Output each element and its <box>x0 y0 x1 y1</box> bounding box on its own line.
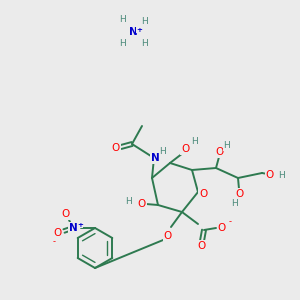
Text: O: O <box>236 189 244 199</box>
Text: N: N <box>151 153 159 163</box>
Text: N: N <box>69 223 77 233</box>
Text: H: H <box>125 197 132 206</box>
Text: O: O <box>138 199 146 209</box>
Text: H: H <box>118 14 125 23</box>
Text: H: H <box>192 137 198 146</box>
Text: -: - <box>229 218 232 226</box>
Text: H: H <box>278 170 285 179</box>
Text: H: H <box>224 142 230 151</box>
Text: H: H <box>232 200 238 208</box>
Text: +: + <box>77 222 83 228</box>
Text: O: O <box>164 231 172 241</box>
Text: H: H <box>118 38 125 47</box>
Text: -: - <box>52 238 56 247</box>
Text: O: O <box>218 223 226 233</box>
Text: H: H <box>142 17 148 26</box>
Text: O: O <box>199 189 207 199</box>
Text: H: H <box>160 148 167 157</box>
Text: O: O <box>112 143 120 153</box>
Text: O: O <box>266 170 274 180</box>
Text: O: O <box>215 147 223 157</box>
Text: O: O <box>181 144 189 154</box>
Text: O: O <box>61 209 69 219</box>
Text: N: N <box>129 27 137 37</box>
Text: O: O <box>198 241 206 251</box>
Text: O: O <box>53 228 61 238</box>
Text: +: + <box>136 27 142 33</box>
Text: H: H <box>141 38 147 47</box>
